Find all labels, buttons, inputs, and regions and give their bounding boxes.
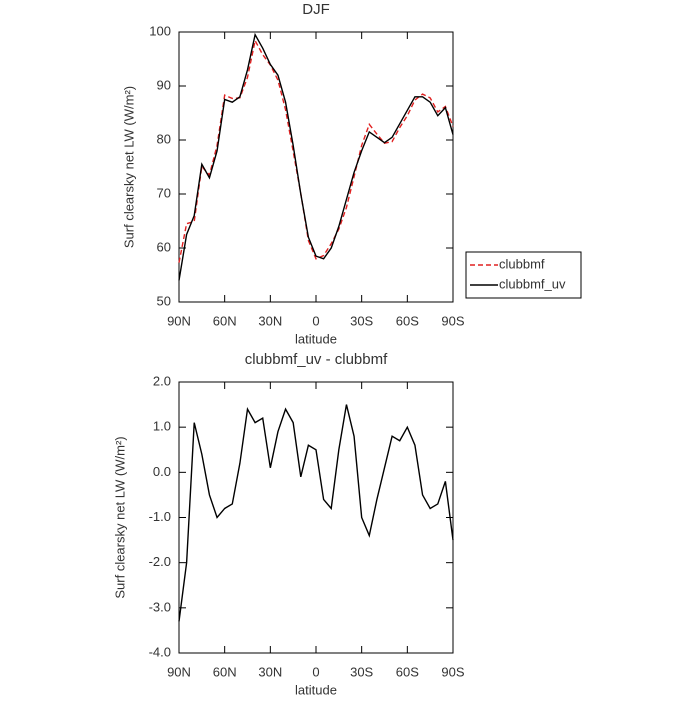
y-tick-label: -2.0 — [149, 554, 171, 569]
x-tick-label: 90N — [167, 313, 191, 328]
plot-frame — [178, 381, 454, 654]
x-tick-label: 30S — [350, 664, 373, 679]
x-tick-label: 30S — [350, 313, 373, 328]
legend-box — [465, 251, 582, 299]
x-tick-label: 90N — [167, 664, 191, 679]
x-tick-label: 60N — [213, 313, 237, 328]
y-axis-label: Surf clearsky net LW (W/m²) — [112, 436, 127, 598]
y-tick-label: 80 — [157, 131, 171, 146]
x-tick-label: 0 — [312, 664, 319, 679]
y-tick-label: 100 — [149, 23, 171, 38]
y-tick-label: 2.0 — [153, 373, 171, 388]
x-tick-label: 60N — [213, 664, 237, 679]
x-tick-label: 60S — [396, 664, 419, 679]
x-tick-label: 60S — [396, 313, 419, 328]
x-tick-label: 90S — [441, 313, 464, 328]
series-line — [178, 32, 454, 281]
y-axis-label: Surf clearsky net LW (W/m²) — [121, 86, 136, 248]
x-tick-label: 30N — [258, 664, 282, 679]
legend-label: clubbmf_uv — [499, 276, 566, 291]
chart-title: clubbmf_uv - clubbmf — [245, 351, 388, 368]
x-tick-label: 30N — [258, 313, 282, 328]
x-tick-label: 0 — [312, 313, 319, 328]
series-line — [178, 38, 454, 263]
legend: clubbmf clubbmf_uv — [465, 251, 582, 299]
series-line — [178, 404, 454, 622]
y-tick-label: -4.0 — [149, 644, 171, 659]
y-tick-label: 60 — [157, 239, 171, 254]
legend-label: clubbmf — [499, 256, 545, 271]
y-tick-label: 0.0 — [153, 464, 171, 479]
x-axis-label: latitude — [295, 682, 337, 697]
x-tick-label: 90S — [441, 664, 464, 679]
plot-frame — [178, 31, 454, 303]
chart-title: DJF — [302, 1, 330, 18]
y-tick-label: 1.0 — [153, 419, 171, 434]
y-tick-label: 90 — [157, 77, 171, 92]
x-axis-label: latitude — [295, 331, 337, 346]
y-tick-label: -3.0 — [149, 599, 171, 614]
y-tick-label: 50 — [157, 293, 171, 308]
y-tick-label: 70 — [157, 185, 171, 200]
y-tick-label: -1.0 — [149, 509, 171, 524]
